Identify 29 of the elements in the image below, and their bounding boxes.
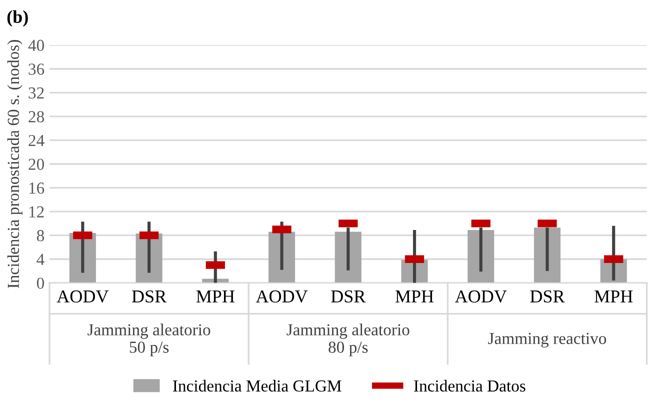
y-tick-label: 16 xyxy=(29,182,44,194)
y-axis-title: Incidencia pronosticada 60 s. (nodos) xyxy=(7,40,22,288)
y-tick-label: 28 xyxy=(28,111,44,122)
y-tick-label: 32 xyxy=(28,87,44,99)
y-tick-label: 12 xyxy=(29,206,44,218)
chart-title: (b) xyxy=(7,10,28,27)
x-tick-label: MPH xyxy=(196,290,234,302)
text: Jamming aleatorio 80 p/s xyxy=(286,324,410,356)
x-tick-label: AODV xyxy=(454,290,507,303)
legend-label: Incidencia Media GLGM xyxy=(173,380,342,392)
x-tick-label: AODV xyxy=(56,290,109,303)
legend-label: Incidencia Datos xyxy=(414,380,526,392)
text: Jamming aleatorio 50 p/s xyxy=(88,324,210,356)
y-tick-label: 40 xyxy=(28,40,44,52)
text: Jamming reactivo xyxy=(488,332,606,348)
y-tick-label: 24 xyxy=(28,134,44,146)
y-tick-label: 8 xyxy=(36,230,44,242)
x-tick-label: MPH xyxy=(594,290,633,302)
y-tick-label: 0 xyxy=(36,278,44,289)
x-tick-label: DSR xyxy=(132,290,167,303)
bar xyxy=(334,232,362,283)
x-tick-label: MPH xyxy=(395,290,434,302)
y-tick-label: 20 xyxy=(28,158,44,170)
x-tick-label: DSR xyxy=(331,290,366,303)
bar xyxy=(468,230,494,283)
y-tick-label: 36 xyxy=(28,64,44,75)
x-tick-label: DSR xyxy=(530,290,565,303)
x-tick-label: AODV xyxy=(256,290,308,303)
y-tick-label: 4 xyxy=(36,254,44,265)
